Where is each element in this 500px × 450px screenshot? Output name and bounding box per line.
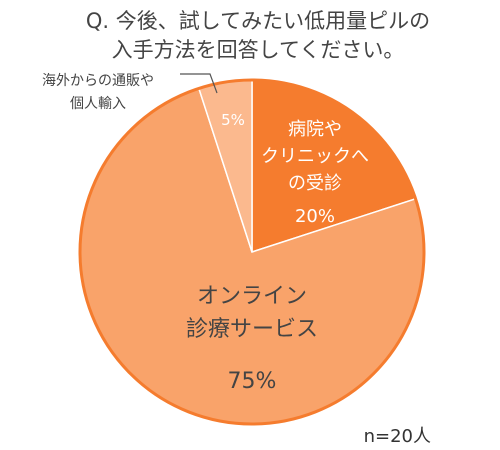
pie-slices — [78, 78, 426, 426]
slice-value-overseas: 5% — [221, 111, 245, 129]
chart-title-line-1: Q. 今後、試してみたい低用量ピルの — [86, 9, 430, 33]
slice-leader-line-overseas — [180, 73, 218, 94]
slice-label-overseas-line-1: 海外からの通販や — [42, 73, 154, 89]
slice-label-overseas-line-2: 個人輸入 — [70, 96, 126, 112]
slice-label-online-line-1: オンライン — [197, 284, 307, 309]
slice-value-clinic: 20% — [295, 206, 335, 227]
pie-outline — [78, 78, 426, 426]
slice-label-online-line-2: 診療サービス — [186, 317, 318, 342]
slice-value-online: 75% — [228, 369, 277, 394]
slice-label-clinic-line-2: クリニックへ — [261, 146, 369, 167]
sample-size-note: n=20人 — [364, 426, 431, 447]
chart-title-line-2: 入手方法を回答してください。 — [112, 38, 405, 62]
slice-label-clinic-line-3: の受診 — [288, 173, 342, 194]
slice-label-clinic-line-1: 病院や — [288, 119, 342, 140]
